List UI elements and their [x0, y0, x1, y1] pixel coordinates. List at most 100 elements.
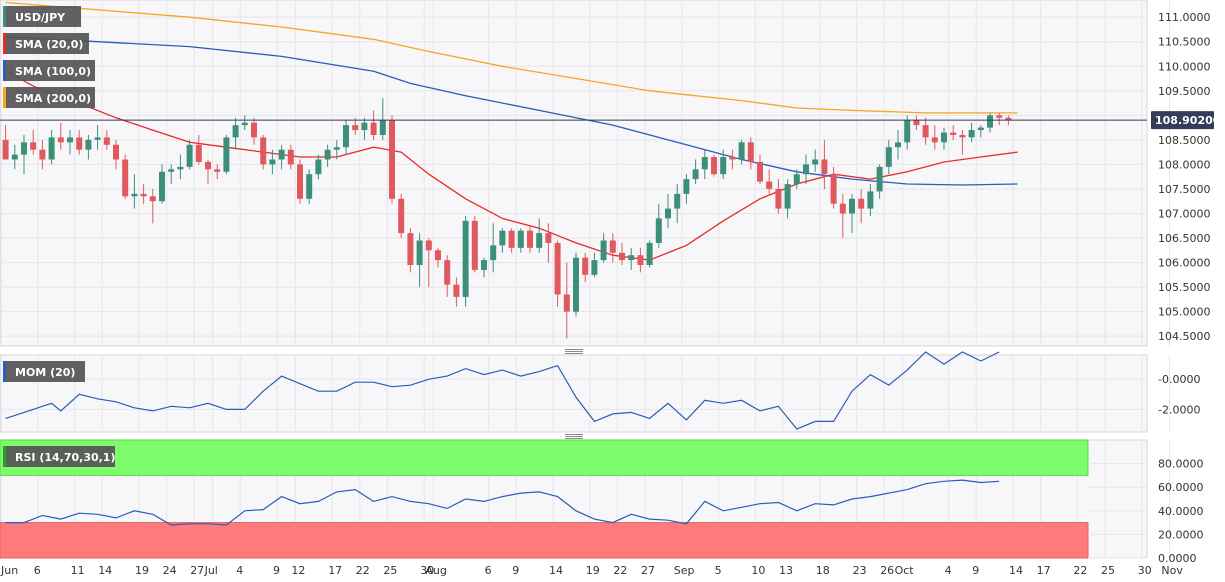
- candle-body: [140, 193, 147, 197]
- price-y-tick-label: 105.5000: [1158, 281, 1211, 294]
- legend-rsi[interactable]: RSI (14,70,30,1): [3, 446, 115, 467]
- candle-body: [720, 157, 727, 175]
- rsi-y-tick-label: 0.0000: [1158, 552, 1197, 565]
- price-y-tick-label: 111.0000: [1158, 11, 1211, 24]
- candle-body: [683, 179, 690, 194]
- candle: [573, 252, 579, 317]
- x-tick-label: Sep: [674, 564, 695, 577]
- candle: [950, 125, 957, 140]
- candle: [747, 137, 754, 170]
- legend-sma200[interactable]: SMA (200,0): [3, 87, 95, 108]
- x-tick-label: Nov: [1161, 564, 1183, 577]
- x-tick-label: 19: [586, 564, 600, 577]
- legend-mom[interactable]: MOM (20): [3, 361, 85, 382]
- x-tick-label: 25: [383, 564, 397, 577]
- candle-body: [113, 144, 119, 160]
- candle: [793, 169, 800, 189]
- candle: [858, 188, 865, 224]
- candle: [849, 193, 855, 234]
- candle: [2, 125, 9, 160]
- x-tick-label: Aug: [425, 564, 446, 577]
- candle: [867, 184, 874, 216]
- candle-body: [821, 159, 828, 175]
- candle-body: [21, 142, 27, 155]
- panel-resize-handle-2[interactable]: [565, 434, 583, 439]
- candle: [545, 223, 552, 263]
- candle: [628, 247, 635, 270]
- candle-body: [849, 198, 855, 214]
- last-price-label: 108.90200: [1155, 114, 1221, 127]
- price-y-tick-label: 110.0000: [1158, 60, 1211, 73]
- candle: [996, 112, 1003, 126]
- candle: [941, 127, 947, 150]
- candle: [343, 120, 349, 155]
- candle-body: [361, 122, 368, 131]
- candle: [481, 257, 487, 278]
- last-price-tag: [1151, 111, 1214, 130]
- candle: [536, 218, 543, 253]
- legend-symbol[interactable]: USD/JPY: [3, 6, 81, 27]
- candle-body: [701, 157, 708, 170]
- candle-body: [416, 240, 423, 266]
- legend-sma100[interactable]: SMA (100,0): [3, 60, 95, 81]
- legend-sma20[interactable]: SMA (20,0): [3, 33, 89, 54]
- candle-body: [655, 218, 662, 243]
- candle: [306, 169, 313, 204]
- legend-sma100-text: SMA (100,0): [15, 65, 91, 78]
- candle: [784, 179, 791, 219]
- candle-body: [205, 161, 211, 170]
- candle-body: [398, 198, 405, 234]
- candle: [85, 134, 92, 160]
- x-tick-label: 24: [163, 564, 177, 577]
- candle: [205, 159, 211, 185]
- x-tick-label: 6: [34, 564, 41, 577]
- candle: [913, 115, 920, 131]
- candle-body: [959, 134, 966, 138]
- candle: [370, 110, 377, 140]
- candle-body: [379, 120, 386, 135]
- candle: [729, 149, 736, 170]
- legend-sma200-text: SMA (200,0): [15, 92, 91, 105]
- candle-body: [517, 230, 524, 248]
- candle: [977, 125, 984, 138]
- x-tick-label: 25: [1101, 564, 1115, 577]
- legend-rsi-text: RSI (14,70,30,1): [15, 451, 115, 464]
- candle: [241, 115, 248, 131]
- candle-body: [711, 157, 717, 175]
- x-tick-label: 9: [273, 564, 280, 577]
- candle: [931, 125, 938, 150]
- candle-body: [499, 230, 506, 246]
- candle-body: [977, 127, 984, 131]
- candle-body: [407, 233, 414, 266]
- candle-body: [425, 240, 432, 251]
- candle-body: [30, 142, 37, 150]
- price-y-tick-label: 108.0000: [1158, 158, 1211, 171]
- candle-body: [609, 240, 616, 253]
- candle: [830, 166, 837, 209]
- rsi-y-tick-label: 40.0000: [1158, 505, 1204, 518]
- candle-body: [527, 230, 533, 248]
- candle-body: [481, 260, 487, 270]
- candle-body: [343, 125, 349, 148]
- candle-body: [830, 174, 837, 204]
- candle-body: [94, 137, 101, 140]
- candle: [665, 193, 671, 229]
- candle-body: [159, 171, 165, 202]
- x-tick-label: 23: [853, 564, 867, 577]
- candle-body: [839, 203, 846, 214]
- legend-rsi-color-swatch: [3, 446, 6, 467]
- candle-body: [508, 230, 515, 248]
- candle-body: [251, 122, 257, 138]
- x-tick-label: 5: [715, 564, 722, 577]
- x-tick-label: 4: [236, 564, 243, 577]
- panel-resize-handle-1[interactable]: [565, 349, 583, 354]
- rsi-y-tick-label: 80.0000: [1158, 458, 1204, 471]
- candle-body: [333, 147, 340, 150]
- candle: [766, 169, 773, 194]
- candle: [389, 115, 395, 204]
- candle: [674, 184, 681, 224]
- candle-body: [747, 142, 754, 162]
- candle-body: [931, 137, 938, 143]
- x-tick-label: 13: [779, 564, 793, 577]
